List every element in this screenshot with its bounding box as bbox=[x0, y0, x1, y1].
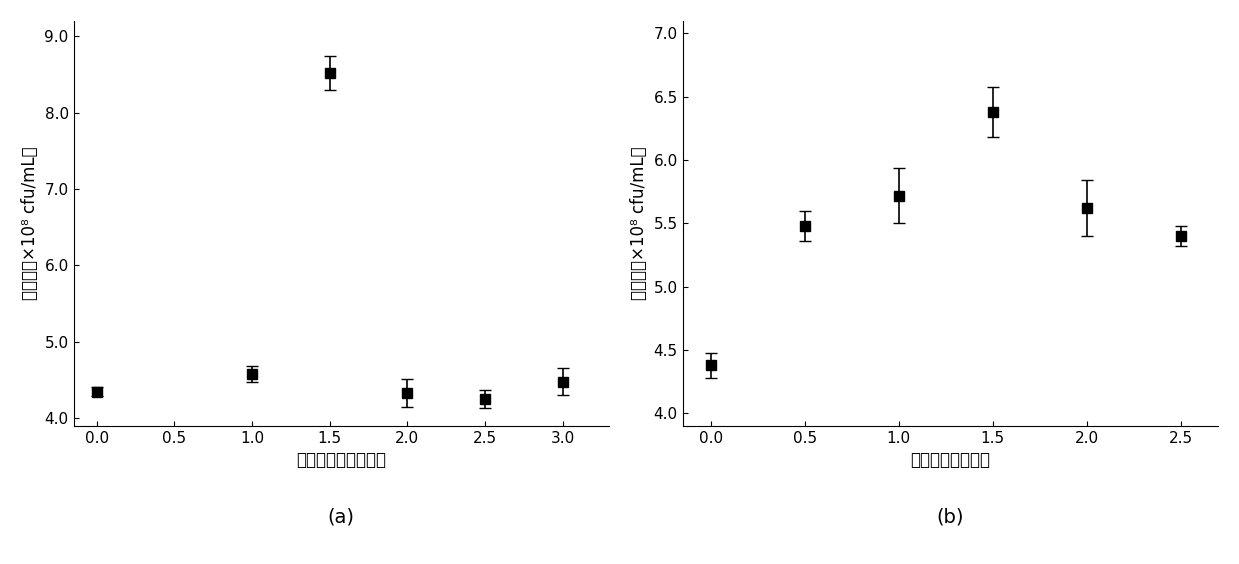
Text: (b): (b) bbox=[937, 507, 964, 526]
Y-axis label: 活菌数（×10⁸ cfu/mL）: 活菌数（×10⁸ cfu/mL） bbox=[21, 147, 38, 300]
X-axis label: 细菌学蛋白胨（倍）: 细菌学蛋白胨（倍） bbox=[296, 451, 387, 469]
Text: (a): (a) bbox=[328, 507, 354, 526]
Y-axis label: 活菌数（×10⁸ cfu/mL）: 活菌数（×10⁸ cfu/mL） bbox=[629, 147, 648, 300]
X-axis label: 大豆蛋白胨（倍）: 大豆蛋白胨（倍） bbox=[911, 451, 990, 469]
